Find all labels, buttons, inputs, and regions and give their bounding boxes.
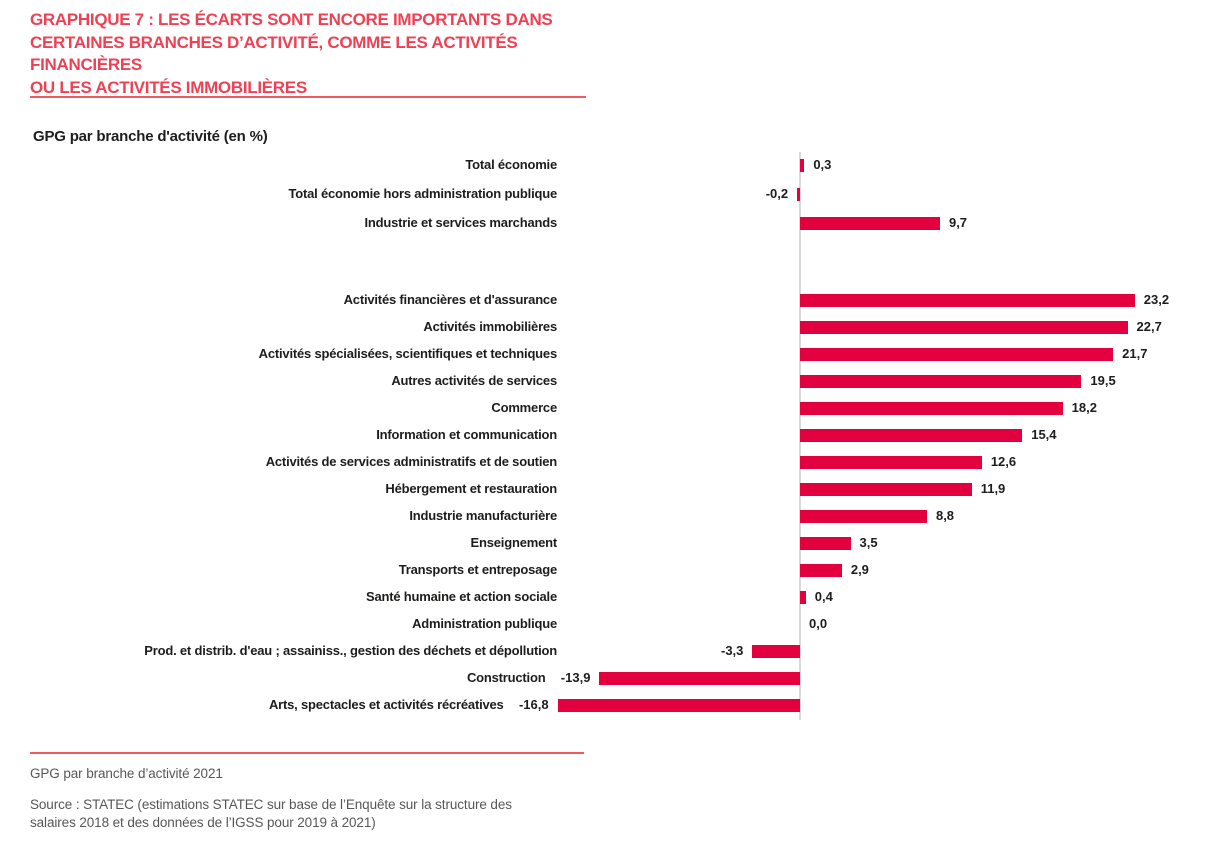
source-line-1: Source : STATEC (estimations STATEC sur … [30, 797, 512, 812]
bar-row: Autres activités de services 19,5 [0, 371, 1224, 391]
chart-caption: GPG par branche d’activité 2021 [30, 766, 223, 781]
value-label: -3,3 [720, 643, 744, 658]
value-label: 8,8 [935, 508, 955, 523]
category-label: Information et communication [376, 427, 557, 442]
bar [557, 698, 800, 712]
category-label: Prod. et distrib. d'eau ; assainiss., ge… [144, 643, 557, 658]
bar [800, 293, 1135, 307]
bar-row: Activités spécialisées, scientifiques et… [0, 344, 1224, 364]
category-label: Activités immobilières [423, 319, 557, 334]
chart-title: GPG par branche d'activité (en %) [33, 128, 268, 145]
graphique-title: GRAPHIQUE 7 : LES ÉCARTS SONT ENCORE IMP… [30, 9, 630, 99]
bar-row: Arts, spectacles et activités récréative… [0, 695, 1224, 715]
category-label: Commerce [491, 400, 557, 415]
bar [800, 320, 1128, 334]
category-label: Industrie manufacturière [409, 508, 557, 523]
bar [599, 671, 800, 685]
value-label: -0,2 [765, 186, 789, 201]
bar-row: Total économie hors administration publi… [0, 184, 1224, 204]
category-label: Arts, spectacles et activités récréative… [268, 697, 504, 712]
value-label: 12,6 [990, 454, 1017, 469]
bar-row: Activités de services administratifs et … [0, 452, 1224, 472]
value-label: 0,4 [814, 589, 833, 604]
bar [800, 509, 927, 523]
bar [797, 187, 800, 201]
value-label: 0,0 [809, 616, 828, 631]
footer-divider [30, 752, 584, 754]
graphique-title-line-3: OU LES ACTIVITÉS IMMOBILIÈRES [30, 77, 307, 97]
bar [800, 482, 972, 496]
category-label: Hébergement et restauration [385, 481, 557, 496]
bar-row: Construction -13,9 [0, 668, 1224, 688]
source-line-2: salaires 2018 et des données de l’IGSS p… [30, 814, 376, 830]
graphique-title-line-2: CERTAINES BRANCHES D’ACTIVITÉ, COMME LES… [30, 32, 518, 75]
title-divider [30, 96, 586, 98]
bar [800, 158, 805, 172]
value-label: 23,2 [1143, 292, 1170, 307]
value-label: 18,2 [1071, 400, 1097, 415]
bar [800, 401, 1063, 415]
category-label: Activités de services administratifs et … [265, 454, 557, 469]
value-label: -16,8 [518, 697, 549, 712]
category-label: Total économie [465, 157, 557, 172]
source-note: Source : STATEC (estimations STATEC sur … [30, 796, 512, 831]
bar [800, 347, 1114, 361]
bar [800, 590, 806, 604]
bar-row: Activités financières et d'assurance 23,2 [0, 290, 1224, 310]
bar-row: Prod. et distrib. d'eau ; assainiss., ge… [0, 641, 1224, 661]
category-label: Construction [466, 670, 546, 685]
category-label: Santé humaine et action sociale [365, 589, 557, 604]
category-label: Transports et entreposage [398, 562, 557, 577]
bar-row: Commerce 18,2 [0, 398, 1224, 418]
value-label: 0,3 [813, 157, 832, 172]
category-label: Total économie hors administration publi… [288, 186, 557, 201]
bar-row: Activités immobilières 22,7 [0, 317, 1224, 337]
value-label: 22,7 [1136, 319, 1162, 334]
bar [800, 455, 982, 469]
bar-row: Administration publique 0,0 [0, 614, 1224, 634]
category-label: Enseignement [470, 535, 558, 550]
bar-row: Total économie 0,3 [0, 155, 1224, 175]
bar-row: Hébergement et restauration 11,9 [0, 479, 1224, 499]
bar-row: Industrie et services marchands 9,7 [0, 213, 1224, 233]
category-label: Autres activités de services [391, 373, 557, 388]
value-label: -13,9 [560, 670, 591, 685]
value-label: 2,9 [850, 562, 869, 577]
graphique-title-line-1: GRAPHIQUE 7 : LES ÉCARTS SONT ENCORE IMP… [30, 10, 553, 29]
plot-area: Total économie 0,3 Total économie hors adm… [0, 152, 1224, 720]
bar [800, 216, 940, 230]
bar [800, 563, 842, 577]
category-label: Activités spécialisées, scientifiques et… [258, 346, 558, 361]
bar [800, 428, 1023, 442]
value-label: 15,4 [1031, 427, 1057, 442]
category-label: Activités financières et d'assurance [343, 292, 558, 307]
value-label: 3,5 [859, 535, 878, 550]
value-label: 19,5 [1090, 373, 1116, 388]
bar [800, 374, 1082, 388]
bar [752, 644, 800, 658]
bar [800, 536, 851, 550]
bar-row: Industrie manufacturière 8,8 [0, 506, 1224, 526]
bar-row: Transports et entreposage 2,9 [0, 560, 1224, 580]
value-label: 11,9 [980, 481, 1006, 496]
value-label: 9,7 [948, 215, 968, 230]
bar-row: Information et communication 15,4 [0, 425, 1224, 445]
bar-row: Enseignement 3,5 [0, 533, 1224, 553]
category-label: Administration publique [412, 616, 557, 631]
value-label: 21,7 [1122, 346, 1148, 361]
bar-row: Santé humaine et action sociale 0,4 [0, 587, 1224, 607]
category-label: Industrie et services marchands [364, 215, 557, 230]
